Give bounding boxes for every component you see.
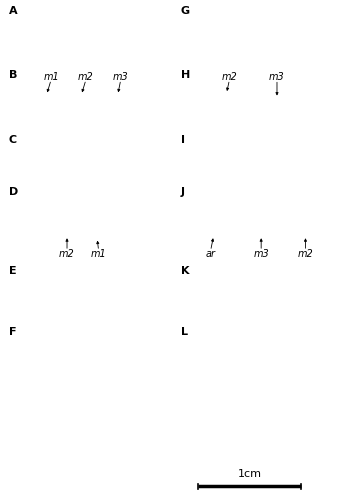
Text: H: H xyxy=(181,70,190,80)
Text: m1: m1 xyxy=(91,248,107,258)
Text: m3: m3 xyxy=(253,248,269,258)
Text: L: L xyxy=(181,327,187,337)
Text: I: I xyxy=(181,136,185,145)
Text: D: D xyxy=(9,188,18,198)
Text: 1cm: 1cm xyxy=(237,469,261,479)
Text: m2: m2 xyxy=(59,248,75,258)
Text: m1: m1 xyxy=(43,72,59,82)
Text: J: J xyxy=(181,188,185,198)
Text: m2: m2 xyxy=(298,248,313,258)
Text: K: K xyxy=(181,266,189,276)
Text: m2: m2 xyxy=(222,72,237,82)
Text: B: B xyxy=(9,70,17,80)
Text: C: C xyxy=(9,136,17,145)
Text: ar: ar xyxy=(205,248,216,258)
Text: E: E xyxy=(9,266,16,276)
Text: G: G xyxy=(181,6,190,16)
Text: m3: m3 xyxy=(113,72,129,82)
Text: A: A xyxy=(9,6,17,16)
Text: m2: m2 xyxy=(78,72,94,82)
Text: m3: m3 xyxy=(269,72,285,82)
Text: F: F xyxy=(9,327,16,337)
